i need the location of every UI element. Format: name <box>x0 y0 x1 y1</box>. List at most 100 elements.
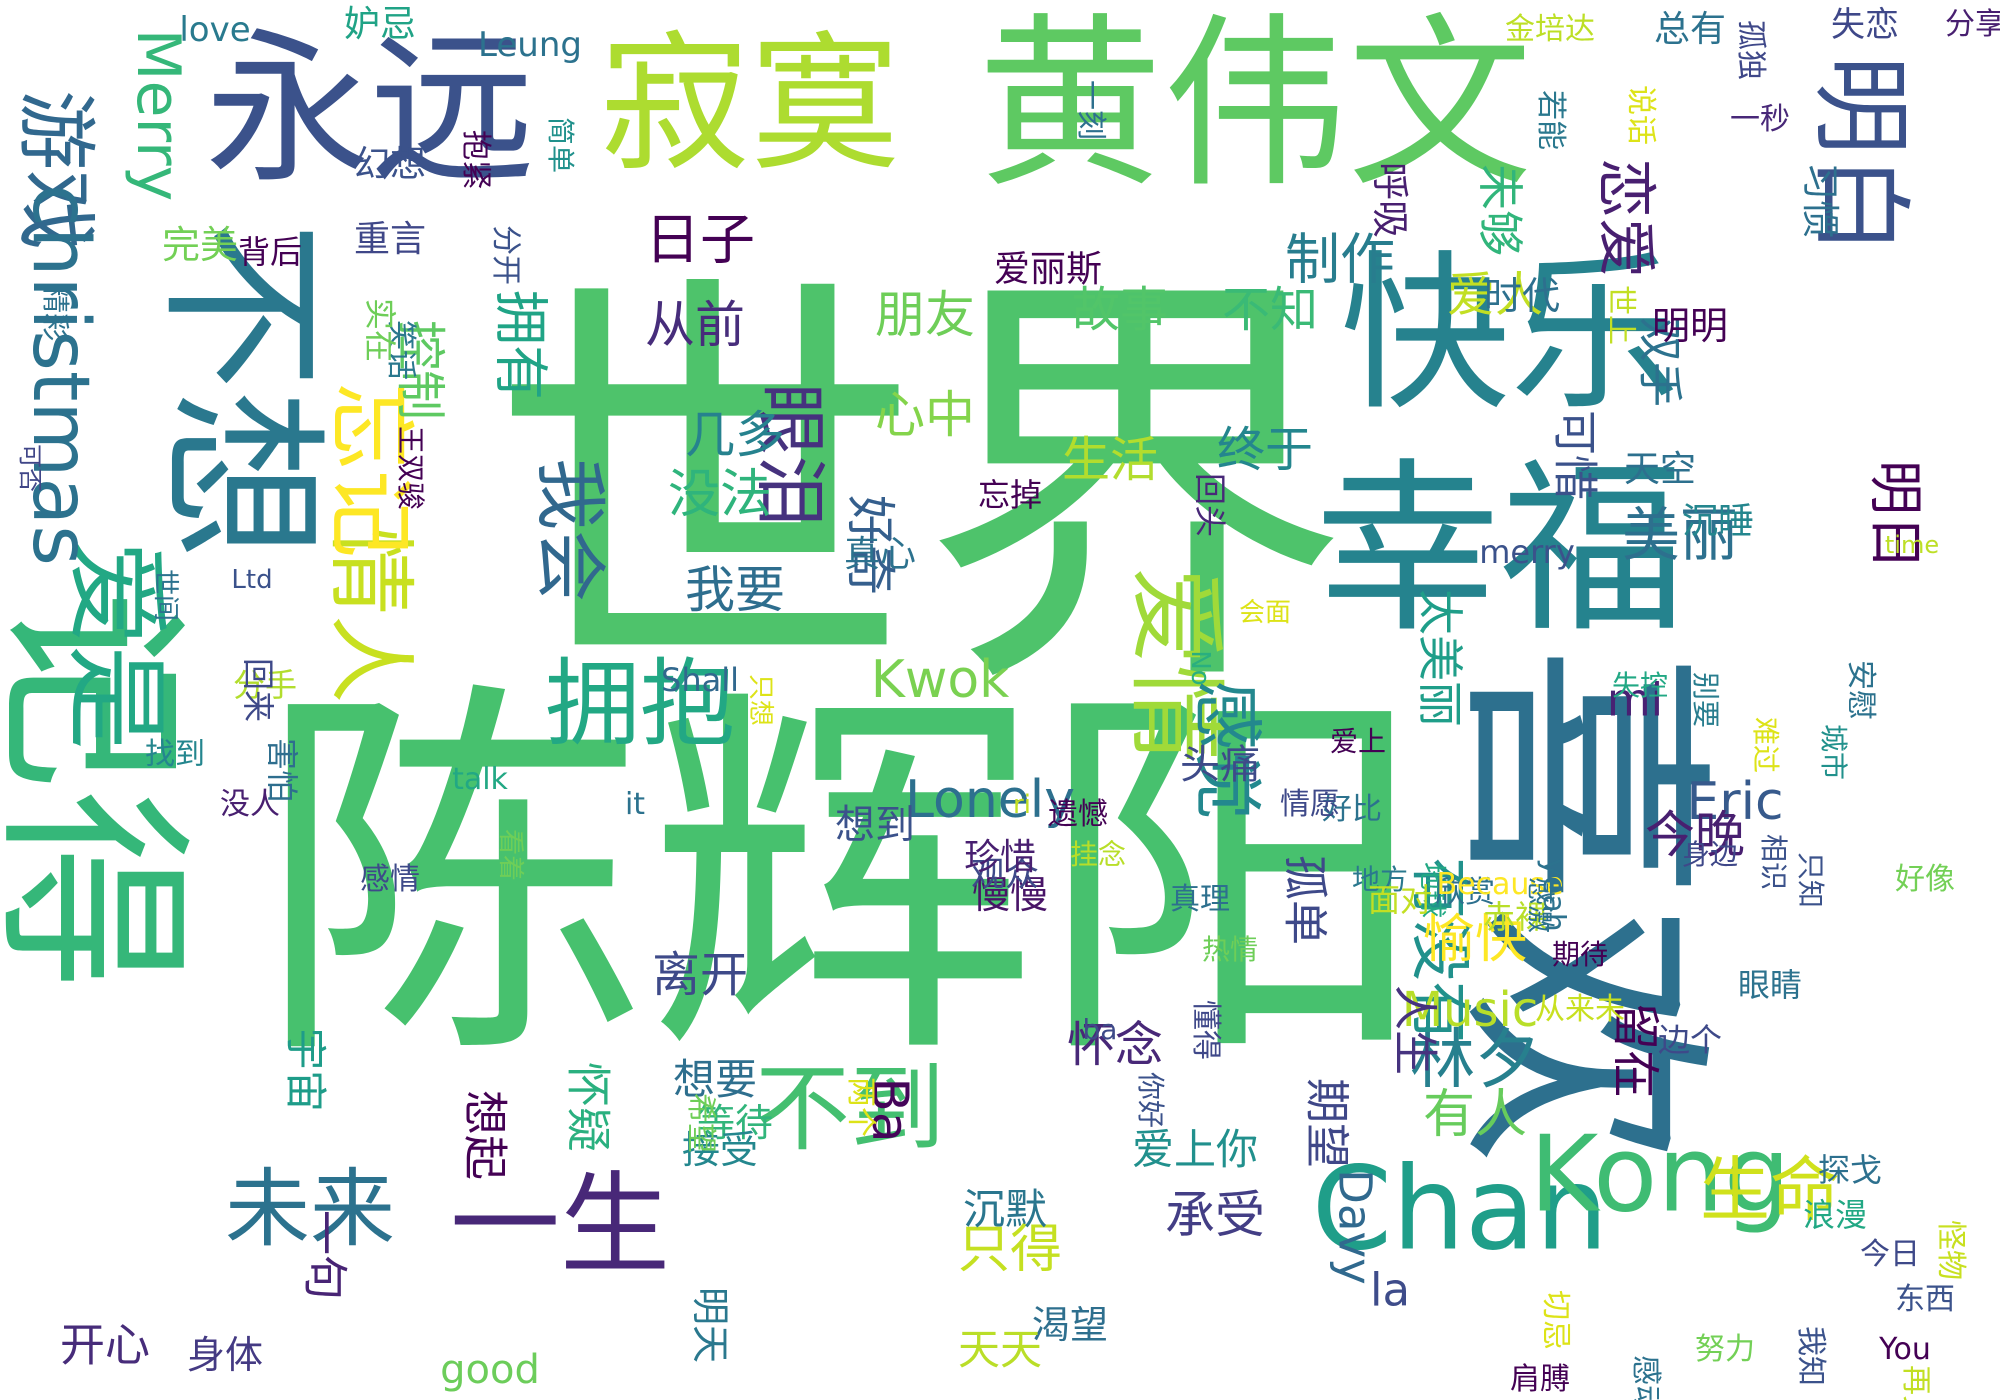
cloud-word: mi <box>1606 673 1664 727</box>
cloud-word: 世上 <box>1603 285 1638 345</box>
cloud-word: 未来 <box>224 1160 396 1260</box>
cloud-word: 不知 <box>1221 282 1319 338</box>
cloud-word: 努力 <box>1695 1332 1755 1367</box>
cloud-word: 拥有 <box>488 289 553 401</box>
cloud-word: 明明 <box>1651 304 1729 348</box>
cloud-word: 期待 <box>1551 938 1609 971</box>
cloud-word: 感激 <box>1524 876 1557 934</box>
cloud-word: 欣赏 <box>1435 875 1495 910</box>
cloud-word: 孤单 <box>1278 854 1332 946</box>
cloud-word: 未够 <box>1473 164 1527 256</box>
cloud-word: 想到 <box>835 802 915 848</box>
cloud-word: 精彩 <box>39 284 72 342</box>
cloud-word: 生命 <box>1700 1149 1840 1231</box>
cloud-word: la <box>1369 1263 1411 1317</box>
cloud-word: 懂得 <box>1188 1000 1223 1060</box>
cloud-word: 相识 <box>1757 833 1790 891</box>
cloud-word: 眼睛 <box>1737 966 1803 1004</box>
cloud-word: 有人 <box>1422 1085 1528 1145</box>
cloud-word: 期望 <box>1300 1077 1354 1169</box>
cloud-word: 边个 <box>1657 1021 1723 1059</box>
cloud-word: 人生 <box>1388 984 1442 1076</box>
cloud-word: 只想 <box>745 673 775 727</box>
cloud-word: 恋爱 <box>1590 158 1660 278</box>
cloud-word: time <box>1884 531 1940 559</box>
cloud-word: Music <box>1401 982 1539 1038</box>
cloud-word: it <box>624 787 646 822</box>
cloud-word: 美丽 <box>1621 501 1739 569</box>
cloud-word: 失恋 <box>1831 5 1899 45</box>
cloud-word: 失控 <box>1611 669 1669 702</box>
cloud-word: 今晚 <box>1645 806 1745 864</box>
cloud-word: 世间 <box>150 568 180 622</box>
cloud-word: 王双骏 <box>394 425 427 511</box>
cloud-word: 感情 <box>360 862 420 897</box>
cloud-word: 挂念 <box>1069 838 1127 871</box>
cloud-word: 故事 <box>1071 282 1169 338</box>
cloud-word: 完美 <box>161 223 239 267</box>
cloud-word: 遗憾 <box>1048 797 1108 832</box>
cloud-word: 黄伟文 <box>977 0 1533 213</box>
cloud-word: 朋友 <box>875 286 975 344</box>
cloud-word: 习惯 <box>1798 161 1842 239</box>
cloud-word: 一刻 <box>1073 80 1108 140</box>
cloud-word: 太美丽 <box>1413 589 1467 727</box>
cloud-word: 一句 <box>298 1209 352 1301</box>
cloud-word: 怀念 <box>1066 1017 1164 1073</box>
cloud-word: Shall <box>661 661 739 699</box>
cloud-word: 难过 <box>1749 716 1782 774</box>
cloud-word: 两个 <box>843 1077 878 1137</box>
cloud-word: 忘掉 <box>977 476 1043 514</box>
cloud-word: 赤裸 <box>1482 898 1548 936</box>
cloud-word: 寂寞 <box>599 18 901 192</box>
cloud-word: 孤独 <box>1733 20 1768 80</box>
cloud-word: 总有 <box>1653 9 1727 50</box>
cloud-word: 好像 <box>1895 862 1955 897</box>
cloud-word: 爱上 <box>1329 725 1387 758</box>
cloud-word: 再见 <box>1898 1365 1933 1400</box>
cloud-word: 东西 <box>1895 1282 1955 1317</box>
cloud-word: 开心 <box>59 1318 151 1372</box>
cloud-word: 别要 <box>1689 671 1722 729</box>
cloud-word: 想要 <box>672 1055 758 1104</box>
cloud-word: 终于 <box>1216 422 1314 478</box>
cloud-word: 生活 <box>1061 432 1159 488</box>
cloud-word: 观众 <box>971 855 1039 895</box>
cloud-word: 身边 <box>1681 838 1739 871</box>
cloud-word: 说话 <box>1623 85 1658 145</box>
cloud-word: 切忌 <box>1538 1290 1573 1350</box>
cloud-word: 我会 <box>528 457 612 603</box>
cloud-word: 从来未 <box>1535 992 1625 1027</box>
cloud-word: 我知 <box>1793 1326 1828 1386</box>
cloud-word: 只得 <box>957 1220 1063 1280</box>
cloud-word: 热情 <box>1201 933 1259 966</box>
cloud-word: 爱上你 <box>1131 1125 1259 1174</box>
cloud-word: 实在 <box>361 297 399 363</box>
cloud-word: Ltd <box>231 565 273 595</box>
cloud-word: 抱紧 <box>458 130 493 190</box>
cloud-word: 不到 <box>754 1054 946 1165</box>
cloud-word: You <box>1879 1332 1931 1367</box>
cloud-word: 浪漫 <box>1802 1196 1868 1234</box>
cloud-word: 想起 <box>458 1089 512 1181</box>
cloud-word: 天天 <box>957 1325 1043 1374</box>
cloud-word: 日子 <box>644 207 756 272</box>
cloud-word: 会面 <box>1238 598 1292 628</box>
cloud-word: 拥抱 <box>544 649 736 760</box>
cloud-word: 明天 <box>688 1286 732 1364</box>
cloud-word: 珍惜 <box>963 837 1037 878</box>
cloud-word: Kong <box>1529 1113 1791 1236</box>
cloud-word: Lonely <box>904 770 1076 830</box>
cloud-word: 背后 <box>237 233 303 271</box>
cloud-word: 回头 <box>1191 472 1229 538</box>
cloud-word: 没人 <box>220 787 280 822</box>
cloud-word: Eric <box>1686 772 1784 832</box>
cloud-word: 快乐 <box>1339 236 1681 434</box>
cloud-word: 分开 <box>488 225 523 285</box>
cloud-word: 幻想 <box>353 144 427 185</box>
cloud-word: christmas <box>15 184 105 566</box>
cloud-word: 可否 <box>16 444 44 492</box>
cloud-word: 好比 <box>1322 792 1382 827</box>
cloud-word: 真心 <box>843 534 917 575</box>
